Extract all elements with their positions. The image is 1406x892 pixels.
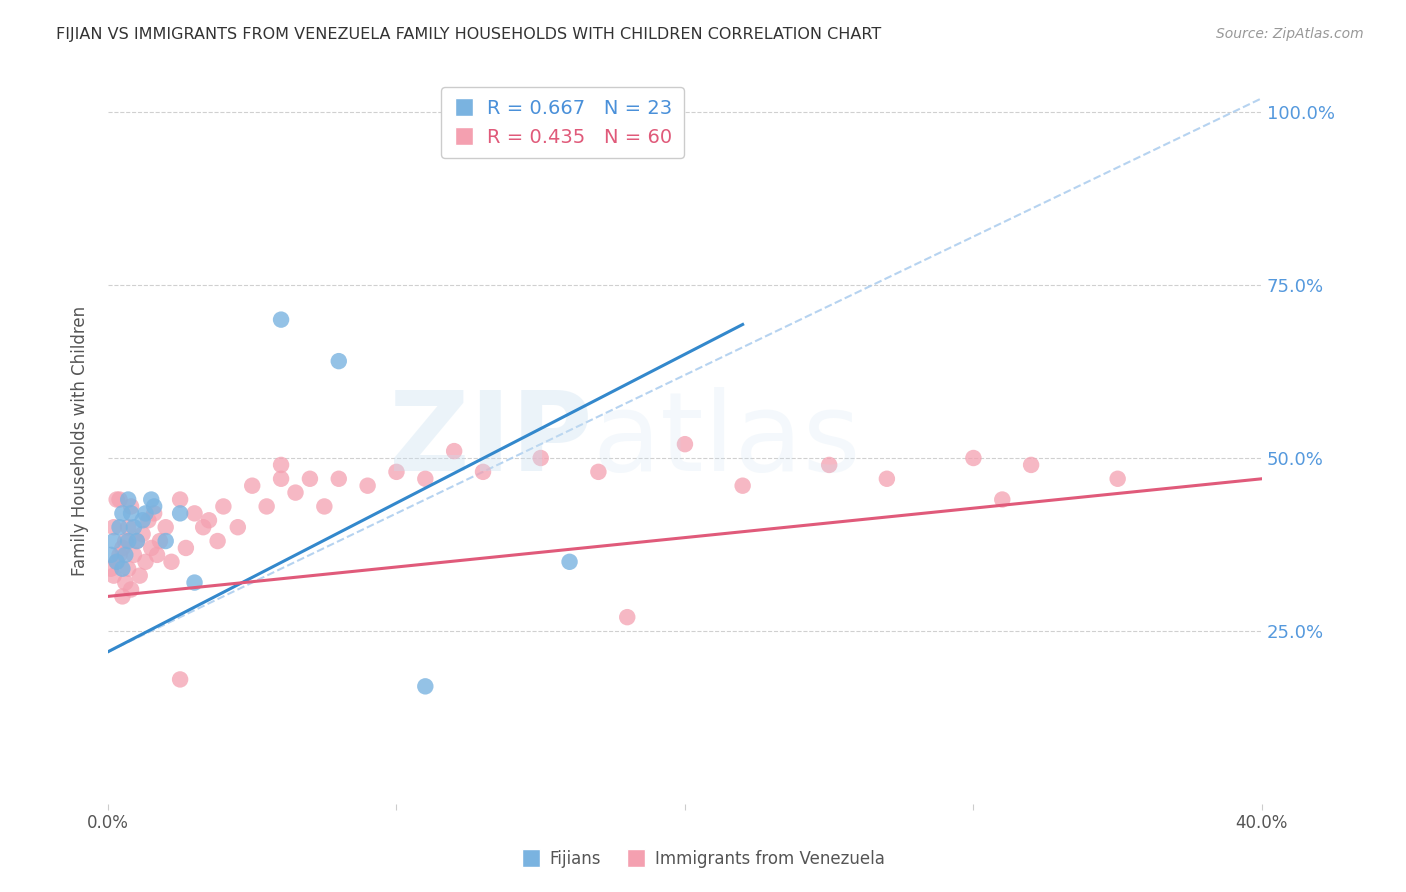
Point [155,534,177,549]
Point [114,575,136,590]
Legend: Fijians, Immigrants from Venezuela: Fijians, Immigrants from Venezuela [515,844,891,875]
Y-axis label: Family Households with Children: Family Households with Children [72,306,89,575]
Point [105,492,128,507]
Point [131,513,153,527]
Point [328,354,350,368]
Point [284,485,307,500]
Point [876,472,898,486]
Point [962,450,984,465]
Point [1107,472,1129,486]
Point [117,492,139,507]
Point [155,520,177,534]
Point [413,472,436,486]
Point [128,568,150,582]
Point [105,555,128,569]
Point [105,555,128,569]
Point [270,458,292,472]
Point [141,541,163,555]
Point [117,534,139,549]
Point [183,575,205,590]
Point [1019,458,1042,472]
Point [169,507,191,521]
Point [117,520,139,534]
Point [212,500,235,514]
Point [125,534,148,549]
Text: Source: ZipAtlas.com: Source: ZipAtlas.com [1216,27,1364,41]
Point [125,534,148,549]
Point [991,492,1014,507]
Point [207,534,229,549]
Point [103,520,125,534]
Point [120,500,142,514]
Point [270,312,292,326]
Point [100,562,122,576]
Point [134,555,156,569]
Point [120,507,142,521]
Point [122,520,145,534]
Point [169,492,191,507]
Point [183,507,205,521]
Point [413,679,436,693]
Point [143,500,166,514]
Point [131,527,153,541]
Point [122,548,145,562]
Point [226,520,249,534]
Point [174,541,197,555]
Point [146,548,169,562]
Point [111,507,134,521]
Point [111,562,134,576]
Point [558,555,581,569]
Point [111,590,134,604]
Point [673,437,696,451]
Point [256,500,278,514]
Point [120,582,142,597]
Point [108,520,131,534]
Point [149,534,172,549]
Point [298,472,321,486]
Point [100,548,122,562]
Text: FIJIAN VS IMMIGRANTS FROM VENEZUELA FAMILY HOUSEHOLDS WITH CHILDREN CORRELATION : FIJIAN VS IMMIGRANTS FROM VENEZUELA FAMI… [56,27,882,42]
Point [328,472,350,486]
Point [114,534,136,549]
Point [114,548,136,562]
Point [270,472,292,486]
Point [818,458,841,472]
Point [169,673,191,687]
Point [530,450,553,465]
Point [103,534,125,549]
Legend: R = 0.667   N = 23, R = 0.435   N = 60: R = 0.667 N = 23, R = 0.435 N = 60 [441,87,685,158]
Point [134,507,156,521]
Point [160,555,183,569]
Point [108,548,131,562]
Point [143,507,166,521]
Point [198,513,221,527]
Text: atlas: atlas [593,387,860,494]
Text: ZIP: ZIP [389,387,593,494]
Point [240,478,263,492]
Point [588,465,610,479]
Point [385,465,408,479]
Point [138,513,160,527]
Point [111,541,134,555]
Point [141,492,163,507]
Point [472,465,495,479]
Point [108,492,131,507]
Point [356,478,378,492]
Point [731,478,754,492]
Point [314,500,336,514]
Point [443,444,465,458]
Point [103,568,125,582]
Point [616,610,638,624]
Point [117,562,139,576]
Point [193,520,215,534]
